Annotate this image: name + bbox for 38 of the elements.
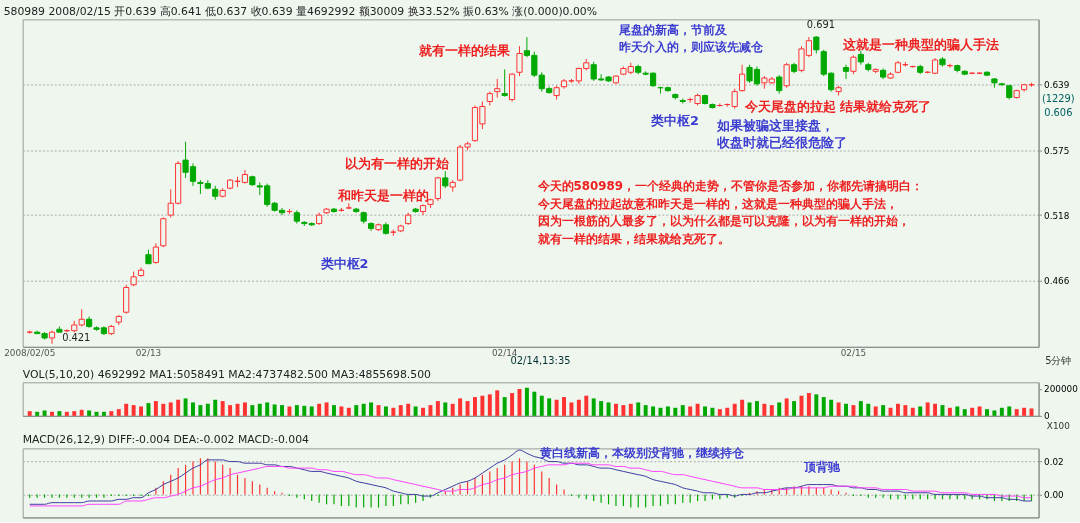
annotation: 黄白线新高，本级别没背驰，继续持仓: [539, 446, 746, 461]
y-tick-label: 200000: [1044, 384, 1079, 395]
x-tick-label: 02/15: [840, 348, 867, 359]
y-tick-label: 0.02: [1044, 457, 1064, 467]
x-tick-label: 2008/02/05: [4, 348, 56, 359]
y-tick-label: 0.00: [1044, 489, 1065, 500]
y-tick-label: 0.575: [1044, 145, 1070, 156]
annotation: 因为一根筋的人最多了，以为什么都是可以克隆，以为有一样的开始，: [537, 214, 910, 229]
x-tick-label: 02/13: [135, 348, 162, 359]
text: X100: [1046, 420, 1071, 431]
text: 0.606: [1044, 107, 1073, 119]
annotation: 如果被骗这里接盘，: [716, 117, 835, 133]
chart-title: 580989 2008/02/15 开0.639 高0.641 低0.637 收0.639 量4692992 额30009 换33.52% 振0.63% 涨(0.000)0.00%: [3, 5, 598, 19]
y-tick-label: 0.639: [1044, 80, 1070, 91]
y-tick-label: 0: [1044, 411, 1050, 422]
annotation: 就有一样的结果: [418, 42, 512, 58]
text: (1229): [1041, 93, 1075, 105]
text: 5分钟: [1045, 354, 1072, 366]
chart-title: VOL(5,10,20) 4692992 MA1:5058491 MA2:4737482.500 MA3:4855698.500: [22, 368, 432, 382]
annotation: 0.421: [62, 331, 91, 343]
annotation: 就有一样的结果，结果就给克死了。: [536, 232, 730, 247]
annotation: 尾盘的新高，节前及: [618, 23, 729, 38]
y-tick-label: 0.518: [1044, 210, 1070, 221]
annotation: 今天尾盘的拉起: [743, 99, 836, 115]
annotation: 和昨天是一样的: [337, 187, 430, 203]
annotation: 以为有一样的开始: [345, 156, 451, 172]
annotation: 结果就给克死了: [839, 99, 932, 115]
annotation: 收盘时就已经很危险了: [717, 134, 848, 150]
chart-title: MACD(26,12,9) DIFF:-0.004 DEA:-0.002 MACD:-0.004: [22, 433, 310, 447]
y-tick-label: 0.466: [1044, 276, 1070, 287]
annotation: 今天的580989，一个经典的走势，不管你是否参加，你都先请搞明白：: [536, 178, 923, 193]
annotation: 类中枢2: [649, 112, 699, 128]
annotation: 昨天介入的，则应该先减仓: [619, 39, 765, 54]
annotation: 类中枢2: [319, 255, 369, 271]
annotation: 今天尾盘的拉起故意和昨天是一样的，这就是一种典型的骗人手法，: [536, 196, 898, 211]
annotation: 这就是一种典型的骗人手法: [842, 36, 1000, 52]
annotation: 0.691: [806, 19, 836, 31]
annotation: 顶背驰: [802, 460, 841, 475]
